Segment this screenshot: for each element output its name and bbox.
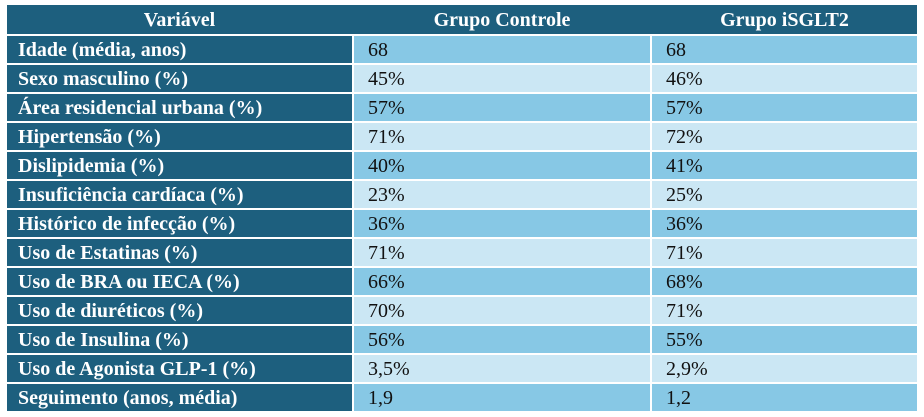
table-row: Insuficiência cardíaca (%) 23% 25% bbox=[7, 181, 917, 208]
controle-value-cell: 57% bbox=[354, 94, 650, 121]
table-row: Uso de diuréticos (%) 70% 71% bbox=[7, 297, 917, 324]
isglt2-value-cell: 55% bbox=[652, 326, 917, 353]
table-row: Uso de Insulina (%) 56% 55% bbox=[7, 326, 917, 353]
table-row: Seguimento (anos, média) 1,9 1,2 bbox=[7, 384, 917, 411]
table-row: Hipertensão (%) 71% 72% bbox=[7, 123, 917, 150]
controle-value-cell: 3,5% bbox=[354, 355, 650, 382]
controle-value-cell: 68 bbox=[354, 36, 650, 63]
isglt2-value-cell: 71% bbox=[652, 239, 917, 266]
table-row: Dislipidemia (%) 40% 41% bbox=[7, 152, 917, 179]
controle-value-cell: 71% bbox=[354, 239, 650, 266]
column-header-grupo-controle: Grupo Controle bbox=[354, 5, 650, 34]
controle-value-cell: 40% bbox=[354, 152, 650, 179]
controle-value-cell: 1,9 bbox=[354, 384, 650, 411]
table-row: Histórico de infecção (%) 36% 36% bbox=[7, 210, 917, 237]
isglt2-value-cell: 68 bbox=[652, 36, 917, 63]
row-label-cell: Uso de BRA ou IECA (%) bbox=[7, 268, 352, 295]
column-header-grupo-isglt2: Grupo iSGLT2 bbox=[652, 5, 917, 34]
row-label-cell: Idade (média, anos) bbox=[7, 36, 352, 63]
isglt2-value-cell: 57% bbox=[652, 94, 917, 121]
table-header-row: Variável Grupo Controle Grupo iSGLT2 bbox=[7, 5, 917, 34]
isglt2-value-cell: 41% bbox=[652, 152, 917, 179]
row-label-cell: Dislipidemia (%) bbox=[7, 152, 352, 179]
isglt2-value-cell: 36% bbox=[652, 210, 917, 237]
isglt2-value-cell: 72% bbox=[652, 123, 917, 150]
row-label-cell: Insuficiência cardíaca (%) bbox=[7, 181, 352, 208]
controle-value-cell: 70% bbox=[354, 297, 650, 324]
table-row: Área residencial urbana (%) 57% 57% bbox=[7, 94, 917, 121]
isglt2-value-cell: 2,9% bbox=[652, 355, 917, 382]
table-body: Idade (média, anos) 68 68 Sexo masculino (%… bbox=[7, 36, 917, 411]
row-label-cell: Uso de diuréticos (%) bbox=[7, 297, 352, 324]
controle-value-cell: 23% bbox=[354, 181, 650, 208]
controle-value-cell: 56% bbox=[354, 326, 650, 353]
row-label-cell: Hipertensão (%) bbox=[7, 123, 352, 150]
table-row: Uso de BRA ou IECA (%) 66% 68% bbox=[7, 268, 917, 295]
table-row: Uso de Estatinas (%) 71% 71% bbox=[7, 239, 917, 266]
isglt2-value-cell: 68% bbox=[652, 268, 917, 295]
row-label-cell: Área residencial urbana (%) bbox=[7, 94, 352, 121]
isglt2-value-cell: 25% bbox=[652, 181, 917, 208]
table-row: Idade (média, anos) 68 68 bbox=[7, 36, 917, 63]
isglt2-value-cell: 1,2 bbox=[652, 384, 917, 411]
table-row: Sexo masculino (%) 45% 46% bbox=[7, 65, 917, 92]
row-label-cell: Sexo masculino (%) bbox=[7, 65, 352, 92]
controle-value-cell: 45% bbox=[354, 65, 650, 92]
row-label-cell: Histórico de infecção (%) bbox=[7, 210, 352, 237]
row-label-cell: Uso de Insulina (%) bbox=[7, 326, 352, 353]
controle-value-cell: 66% bbox=[354, 268, 650, 295]
isglt2-value-cell: 46% bbox=[652, 65, 917, 92]
isglt2-value-cell: 71% bbox=[652, 297, 917, 324]
row-label-cell: Seguimento (anos, média) bbox=[7, 384, 352, 411]
row-label-cell: Uso de Estatinas (%) bbox=[7, 239, 352, 266]
table-row: Uso de Agonista GLP-1 (%) 3,5% 2,9% bbox=[7, 355, 917, 382]
row-label-cell: Uso de Agonista GLP-1 (%) bbox=[7, 355, 352, 382]
controle-value-cell: 36% bbox=[354, 210, 650, 237]
controle-value-cell: 71% bbox=[354, 123, 650, 150]
column-header-variavel: Variável bbox=[7, 5, 352, 34]
baseline-characteristics-table: Variável Grupo Controle Grupo iSGLT2 Ida… bbox=[7, 5, 917, 411]
